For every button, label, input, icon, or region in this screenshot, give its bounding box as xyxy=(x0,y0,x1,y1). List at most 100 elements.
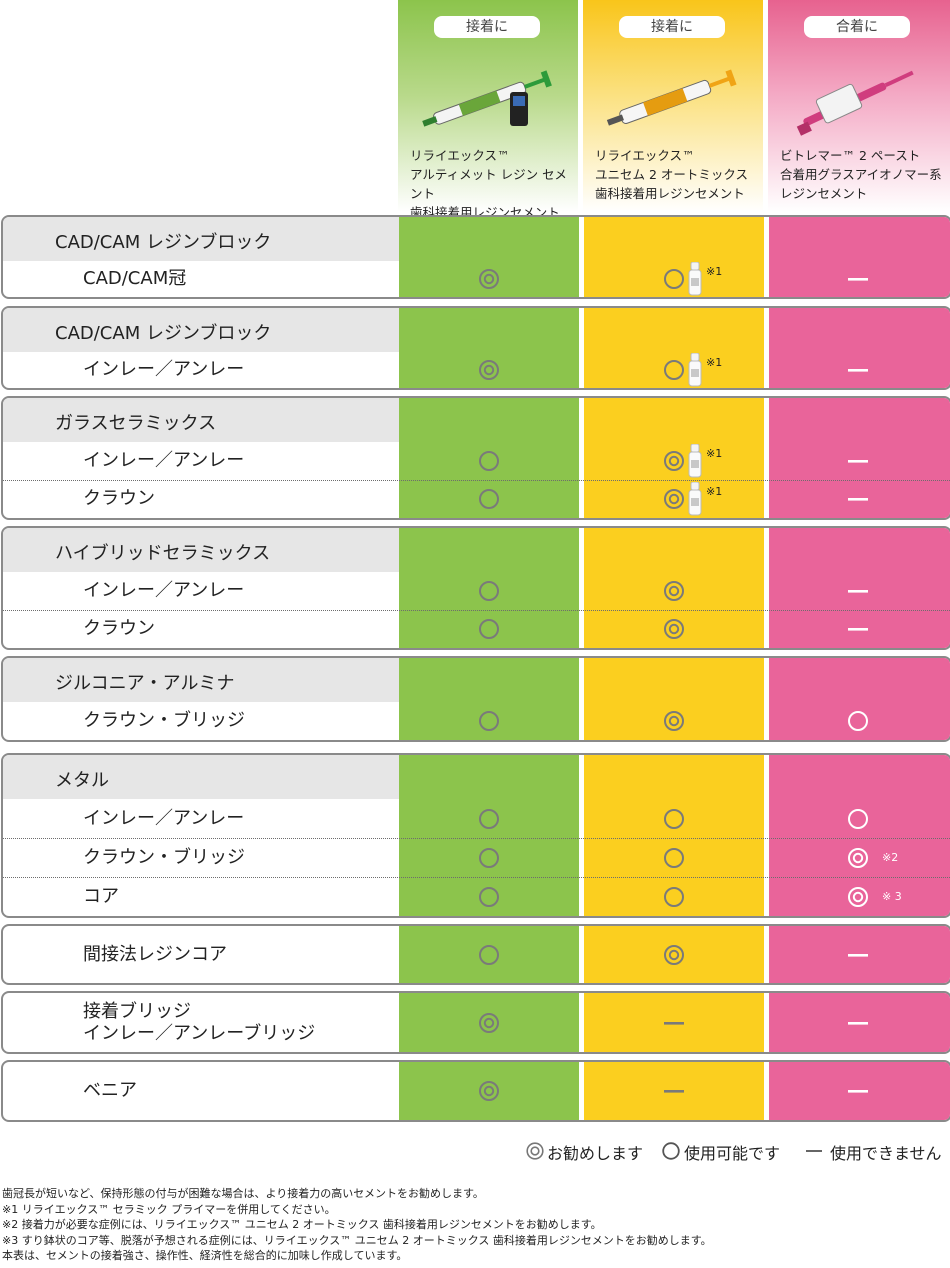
group-header: ハイブリッドセラミックス xyxy=(55,543,271,564)
group-header-row xyxy=(3,217,399,261)
group-header: CAD/CAM レジンブロック xyxy=(55,323,272,344)
color-band xyxy=(399,398,579,518)
dash-icon xyxy=(664,1090,684,1093)
double-circle-icon xyxy=(479,1012,499,1033)
circle-icon xyxy=(848,808,868,829)
group-header-row xyxy=(3,528,399,572)
circle-icon xyxy=(662,1142,680,1160)
dash-icon xyxy=(848,369,868,372)
double-circle-icon xyxy=(479,1081,499,1101)
legend-usable: 使用可能です xyxy=(684,1144,781,1163)
row-label: インレー／アンレー xyxy=(83,580,245,601)
row-divider xyxy=(3,480,950,481)
dispenser-image xyxy=(796,70,914,136)
circle-icon xyxy=(664,886,684,907)
circle-icon xyxy=(664,269,684,289)
color-band xyxy=(399,658,579,740)
circle-icon xyxy=(479,489,499,509)
product-header-ultimate: 接着に リライエックス™ アルティメット レジン セメント 歯科接着用レジンセメ… xyxy=(398,0,578,220)
table-group: 間接法レジンコア xyxy=(1,924,950,985)
color-band xyxy=(584,658,764,740)
color-band xyxy=(584,398,764,518)
row-divider xyxy=(3,877,950,878)
primer-bottle-icon xyxy=(688,353,702,387)
color-band xyxy=(399,528,579,648)
row-divider xyxy=(3,610,950,611)
row-divider xyxy=(3,838,950,839)
color-band xyxy=(584,528,764,648)
double-circle-icon xyxy=(664,451,684,471)
product-tag: 接着に xyxy=(619,16,725,38)
dash-icon xyxy=(848,1021,868,1025)
group-header-row xyxy=(3,308,399,352)
circle-icon xyxy=(479,944,499,965)
dash-icon xyxy=(848,590,868,593)
footnote-marker: ※2 xyxy=(882,850,899,864)
dash-icon xyxy=(664,1021,684,1025)
dash-icon xyxy=(806,1150,822,1152)
double-circle-icon xyxy=(664,711,684,731)
row-label: インレー／アンレー xyxy=(83,807,245,829)
footnote-marker: ※1 xyxy=(706,447,723,460)
row-label: クラウン xyxy=(83,618,155,639)
circle-icon xyxy=(479,886,499,907)
double-circle-icon xyxy=(526,1142,544,1160)
table-group: メタル インレー／アンレー クラウン・ブリッジ ※2 コア ※ 3 xyxy=(1,753,950,918)
row-label: インレー／アンレー xyxy=(83,450,245,471)
table-group: ガラスセラミックスインレー／アンレー ※1 クラウン ※1 xyxy=(1,396,950,520)
table-group: 接着ブリッジ インレー／アンレーブリッジ xyxy=(1,991,950,1054)
footnotes: 歯冠長が短いなど、保持形態の付与が困難な場合は、より接着力の高いセメントをお勧め… xyxy=(2,1186,712,1264)
primer-bottle-icon xyxy=(688,262,702,296)
primer-bottle-icon xyxy=(688,482,702,516)
color-band xyxy=(769,217,950,297)
double-circle-icon xyxy=(479,360,499,380)
footnote: ※2 接着力が必要な症例には、リライエックス™ ユニセム 2 オートミックス 歯… xyxy=(2,1218,602,1231)
product-name: リライエックス™ ユニセム 2 オートミックス 歯科接着用レジンセメント xyxy=(595,148,749,201)
footnote-marker: ※1 xyxy=(706,485,723,498)
dash-icon xyxy=(848,498,868,501)
double-circle-icon xyxy=(664,581,684,601)
row-label: コア xyxy=(83,885,119,907)
group-header: ジルコニア・アルミナ xyxy=(55,673,235,694)
group-header-row xyxy=(3,658,399,702)
dash-icon xyxy=(848,953,868,957)
legend-not-usable: 使用できません xyxy=(830,1144,942,1163)
circle-icon xyxy=(479,619,499,639)
group-header: メタル xyxy=(55,770,109,791)
color-band xyxy=(769,308,950,388)
circle-icon xyxy=(479,808,499,829)
circle-icon xyxy=(664,360,684,380)
table-group: ジルコニア・アルミナ クラウン・ブリッジ xyxy=(1,656,950,742)
footnote: 歯冠長が短いなど、保持形態の付与が困難な場合は、より接着力の高いセメントをお勧め… xyxy=(2,1187,484,1200)
double-circle-icon xyxy=(664,489,684,509)
group-header: ガラスセラミックス xyxy=(55,413,217,434)
row-label: インレー／アンレー xyxy=(83,359,245,380)
dash-icon xyxy=(848,628,868,631)
footnote-marker: ※1 xyxy=(706,356,723,369)
color-band xyxy=(399,755,579,916)
product-header-vitremer: 合着に ビトレマー™ 2 ペースト 合着用グラスアイオノマー系 レジンセメント xyxy=(768,0,950,212)
row-label: クラウン xyxy=(83,488,155,509)
table-group: ベニア xyxy=(1,1060,950,1122)
circle-icon xyxy=(848,711,868,731)
color-band xyxy=(769,755,950,916)
color-band xyxy=(584,755,764,916)
color-band xyxy=(399,1062,579,1120)
circle-icon xyxy=(479,847,499,868)
circle-icon xyxy=(664,847,684,868)
color-band xyxy=(584,217,764,297)
group-header: CAD/CAM レジンブロック xyxy=(55,232,272,253)
row-label: 接着ブリッジ インレー／アンレーブリッジ xyxy=(83,1000,316,1044)
color-band xyxy=(399,926,579,983)
footnote: ※1 リライエックス™ セラミック プライマーを併用してください。 xyxy=(2,1202,336,1216)
primer-bottle-icon xyxy=(688,444,702,478)
dash-icon xyxy=(848,460,868,463)
color-band xyxy=(584,308,764,388)
row-label: クラウン・ブリッジ xyxy=(83,846,245,868)
double-circle-icon xyxy=(848,886,868,907)
table-group: CAD/CAM レジンブロック インレー／アンレー ※1 xyxy=(1,306,950,390)
circle-icon xyxy=(479,581,499,601)
color-band xyxy=(769,658,950,740)
double-circle-icon xyxy=(848,847,868,868)
double-circle-icon xyxy=(479,269,499,289)
